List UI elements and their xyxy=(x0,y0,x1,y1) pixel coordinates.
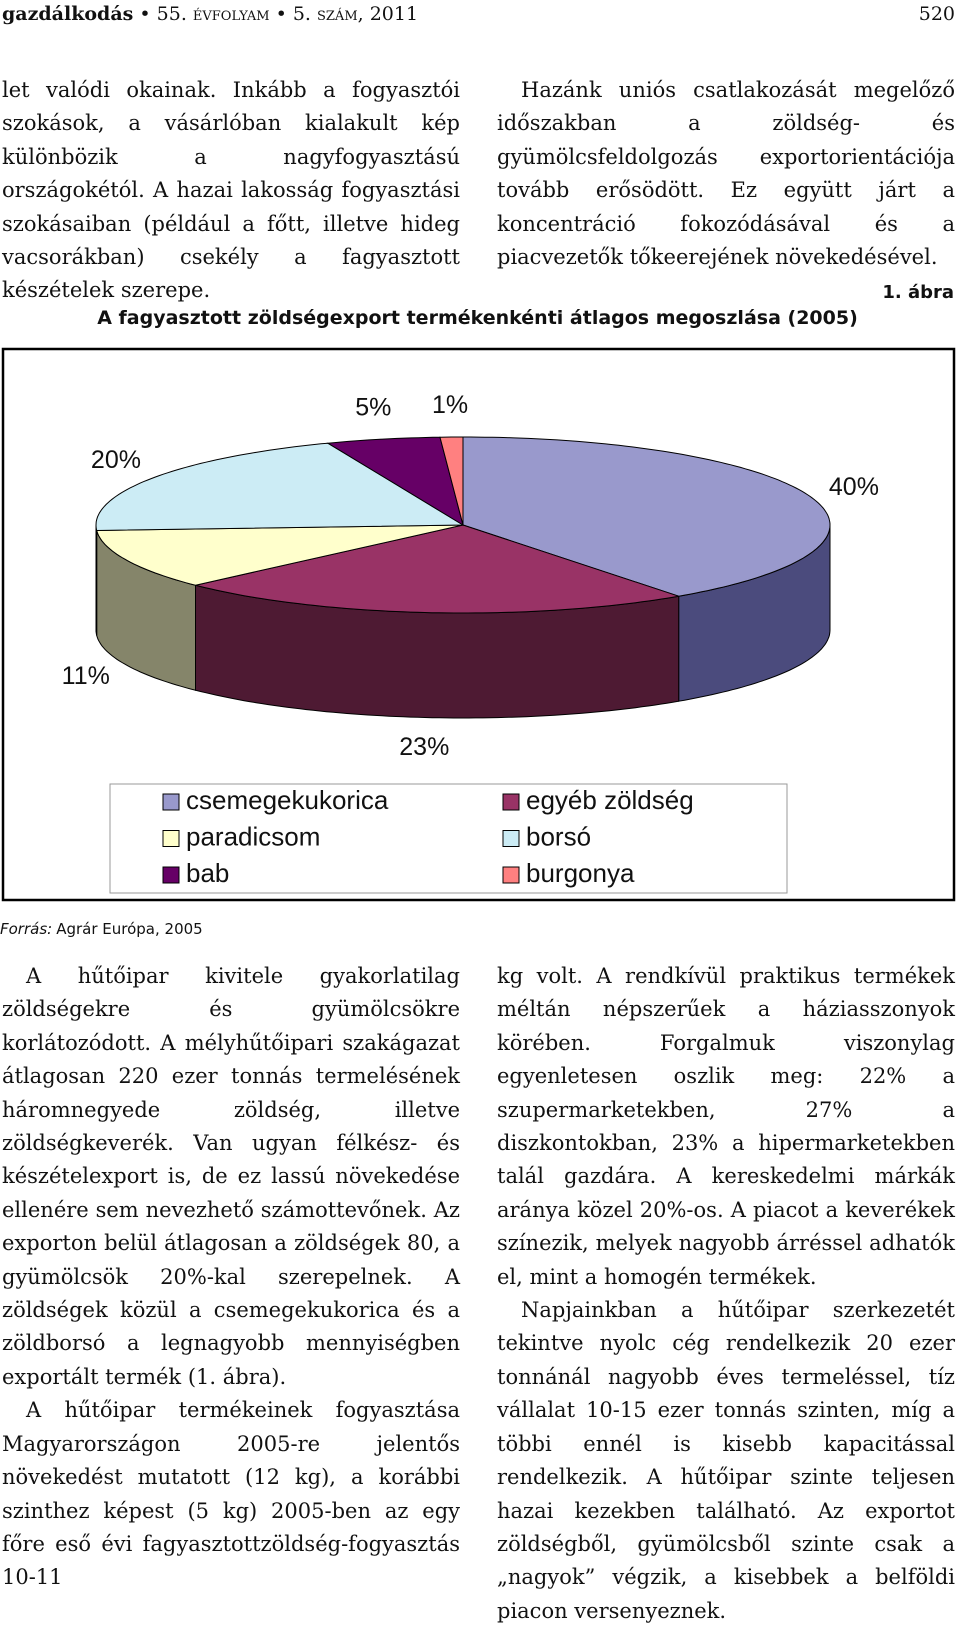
legend-label: egyéb zöldség xyxy=(526,785,694,815)
paragraph: Napjainkban a hűtőipar szerkezetét tekin… xyxy=(497,1298,955,1623)
legend-label: bab xyxy=(186,858,229,888)
data-label: 1% xyxy=(432,391,468,419)
legend-label: burgonya xyxy=(526,858,635,888)
pie-slice xyxy=(326,436,464,527)
paragraph: Hazánk uniós csatlakozását megelőző idős… xyxy=(497,78,955,270)
data-label: 5% xyxy=(355,394,391,422)
issue: 5. szám, 2011 xyxy=(270,3,419,25)
column: let valódi okainak. Inkább a fogyasztói … xyxy=(2,74,460,308)
column: Hazánk uniós csatlakozását megelőző idős… xyxy=(497,74,955,274)
pie-slice xyxy=(195,524,679,614)
data-label: 40% xyxy=(829,473,879,501)
data-label: 20% xyxy=(91,446,141,474)
running-header: gazdálkodás55. évfolyam5. szám, 2011 520 xyxy=(2,0,955,28)
pie-slice xyxy=(462,436,831,597)
pie-slice xyxy=(96,524,464,586)
data-label: 11% xyxy=(62,662,110,690)
paragraph: let valódi okainak. Inkább a fogyasztói … xyxy=(2,78,460,303)
legend-box xyxy=(109,783,788,894)
column: A hűtőipar kivitele gyakorlatilag zöldsé… xyxy=(2,960,460,1595)
legend-swatch xyxy=(502,866,520,884)
column: kg volt. A rendkívül praktikus termékek … xyxy=(497,960,955,1628)
legend-swatch xyxy=(162,793,180,811)
chart-title: A fagyasztott zöldségexport termékenként… xyxy=(97,307,858,329)
legend-label: csemegekukorica xyxy=(186,785,389,815)
legend-swatch xyxy=(502,830,520,847)
source-label: Forrás: xyxy=(0,920,53,938)
paragraph: A hűtőipar termékeinek fogyasztása Magya… xyxy=(2,1398,460,1590)
pie-side xyxy=(95,525,98,636)
legend-label: borsó xyxy=(526,821,591,851)
page-number: 520 xyxy=(918,3,955,25)
legend-label: paradicsom xyxy=(186,821,320,851)
chart: 40% 23% 11% 20% 5% 1% csemegekukorica egyéb zöl… xyxy=(1,347,956,902)
legend-swatch xyxy=(502,793,520,811)
volume: 55. évfolyam xyxy=(133,3,269,25)
legend-swatch xyxy=(162,830,180,847)
pie-slice xyxy=(439,436,464,526)
pie-slice xyxy=(95,442,465,532)
data-label: 23% xyxy=(399,733,449,761)
paragraph: A hűtőipar kivitele gyakorlatilag zöldsé… xyxy=(2,964,460,1389)
journal: gazdálkodás xyxy=(2,3,134,25)
source: Forrás: Agrár Európa, 2005 xyxy=(0,920,203,938)
source-text: Agrár Európa, 2005 xyxy=(56,920,203,938)
legend-swatch xyxy=(162,866,180,884)
figure-number: 1. ábra xyxy=(882,282,954,303)
paragraph: kg volt. A rendkívül praktikus termékek … xyxy=(497,964,955,1289)
